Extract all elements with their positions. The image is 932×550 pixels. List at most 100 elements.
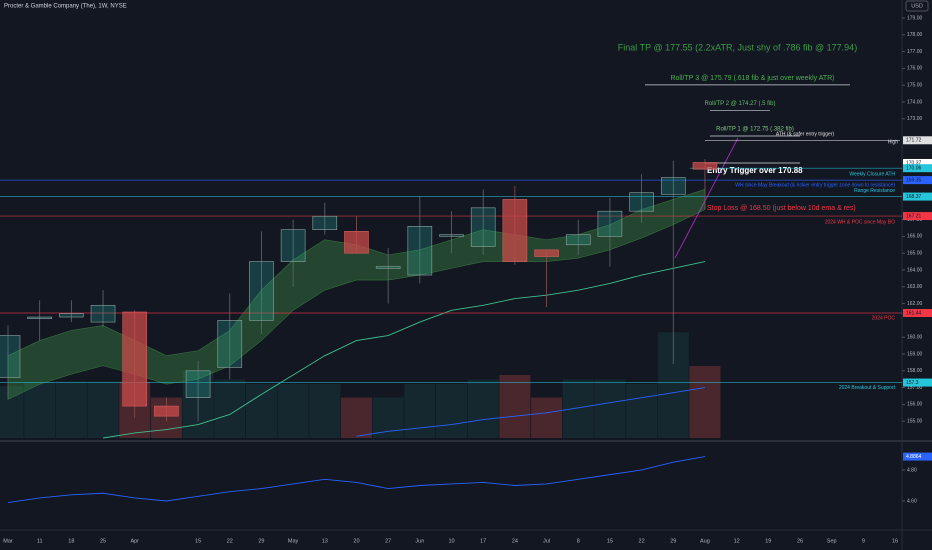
- target-label: Roll/TP 2 @ 174.27 (.5 fib): [704, 101, 775, 107]
- volume-bar: [340, 397, 372, 438]
- candle-body: [280, 229, 306, 262]
- level-label: Stop Loss @ 168.50 (just below 10d ema &…: [707, 205, 856, 212]
- y-tick-label: 166.00: [907, 234, 923, 240]
- x-tick-label: 27: [385, 538, 391, 544]
- y-tick-label: 162.00: [907, 301, 923, 307]
- level-label: Entry Trigger over 170.88: [707, 166, 803, 175]
- indicator-tag: [903, 452, 932, 461]
- y-tick-label: 179.00: [907, 15, 923, 21]
- y-tick-label: 177.00: [907, 49, 923, 55]
- x-tick-label: 12: [734, 538, 740, 544]
- candle-body: [407, 226, 433, 276]
- x-tick-label: 16: [892, 538, 898, 544]
- x-tick-label: 22: [639, 538, 645, 544]
- price-tag: [903, 136, 932, 145]
- level-label: Range Resistance: [854, 188, 895, 194]
- x-tick-label: May: [288, 538, 299, 544]
- x-tick-label: Aug: [700, 538, 710, 544]
- candle-body: [59, 313, 84, 318]
- volume-bar: [562, 379, 594, 438]
- y-tick-label: 158.00: [907, 368, 923, 374]
- volume-bar: [531, 397, 563, 438]
- target-label: Final TP @ 177.55 (2.2xATR, Just shy of …: [618, 43, 857, 53]
- price-tag: [903, 192, 932, 201]
- level-label: Weekly Closure ATH: [849, 172, 895, 178]
- y-tick-label: 155.00: [907, 419, 923, 425]
- x-tick-label: 15: [195, 538, 201, 544]
- price-tag-label: 157.3: [906, 380, 919, 386]
- x-tick-label: 9: [862, 538, 865, 544]
- price-tag: [903, 378, 932, 387]
- price-tag: [903, 158, 932, 167]
- candle-body: [185, 370, 211, 398]
- volume-bar: [467, 379, 499, 438]
- price-tag: [903, 164, 932, 173]
- price-tag-label: 167.21: [906, 213, 922, 219]
- volume-bar: [404, 384, 436, 438]
- x-tick-label: 19: [765, 538, 771, 544]
- x-tick-label: 22: [227, 538, 233, 544]
- level-label: WH since May Breakout (& riskier entry t…: [735, 182, 895, 188]
- x-tick-label: Jul: [543, 538, 550, 544]
- x-tick-label: 18: [68, 538, 74, 544]
- y-tick-label: 176.00: [907, 66, 923, 72]
- price-tag: [903, 176, 932, 185]
- x-tick-label: 20: [353, 538, 359, 544]
- indicator-tick-label: 4.60: [907, 498, 917, 504]
- indicator-tick-label: 4.80: [907, 467, 917, 473]
- volume-bar: [24, 381, 56, 438]
- y-tick-label: 173.00: [907, 116, 923, 122]
- y-tick-label: 165.00: [907, 251, 923, 257]
- y-tick-label: 174.00: [907, 99, 923, 105]
- x-tick-label: 15: [607, 538, 613, 544]
- x-tick-label: 13: [322, 538, 328, 544]
- target-label: Roll/TP 1 @ 172.75 (.382 fib): [716, 127, 794, 133]
- level-label: 2024 Breakout & Support: [839, 385, 896, 391]
- y-tick-label: 159.00: [907, 351, 923, 357]
- volume-bar: [689, 366, 721, 438]
- y-tick-label: 178.00: [907, 32, 923, 38]
- price-tag-label: 170.37: [906, 160, 922, 166]
- candle-body: [249, 261, 274, 321]
- candle-body: [502, 199, 528, 262]
- x-tick-label: 8: [577, 538, 580, 544]
- candle-body: [692, 162, 718, 170]
- price-tag: [903, 212, 932, 221]
- indicator-tag-label: 4.8864: [906, 454, 922, 460]
- volume-bar: [55, 381, 87, 438]
- level-note: 2024 WH & POC since May BO: [825, 219, 895, 225]
- moving-average: [102, 261, 706, 439]
- level-label: ATH (& safer entry trigger): [776, 132, 835, 138]
- trend-ray: [674, 137, 739, 259]
- y-tick-label: 160.00: [907, 335, 923, 341]
- volume-bar: [0, 386, 24, 438]
- x-tick-label: Jun: [415, 538, 424, 544]
- candle-body: [344, 231, 369, 254]
- candle-body: [565, 234, 591, 246]
- price-tag: [903, 309, 932, 318]
- moving-average: [356, 387, 706, 437]
- level-tag-name: High: [888, 140, 899, 146]
- y-tick-label: 164.00: [907, 267, 923, 273]
- indicator-line: [7, 456, 706, 504]
- volume-bar: [309, 384, 341, 438]
- volume-bar: [87, 381, 119, 438]
- x-tick-label: 26: [797, 538, 803, 544]
- volume-bar: [626, 384, 658, 438]
- price-tag-label: 169.35: [906, 177, 922, 183]
- volume-bar: [499, 375, 531, 438]
- volume-bar: [594, 379, 626, 438]
- x-tick-label: 29: [670, 538, 676, 544]
- candle-body: [534, 249, 559, 257]
- x-tick-label: 25: [100, 538, 106, 544]
- volume-bar: [214, 379, 246, 438]
- x-tick-label: 24: [512, 538, 518, 544]
- x-tick-label: 11: [37, 538, 43, 544]
- candle-body: [375, 266, 401, 269]
- currency: USD: [911, 3, 923, 9]
- candle-body: [312, 215, 338, 230]
- currency-box[interactable]: [905, 0, 929, 12]
